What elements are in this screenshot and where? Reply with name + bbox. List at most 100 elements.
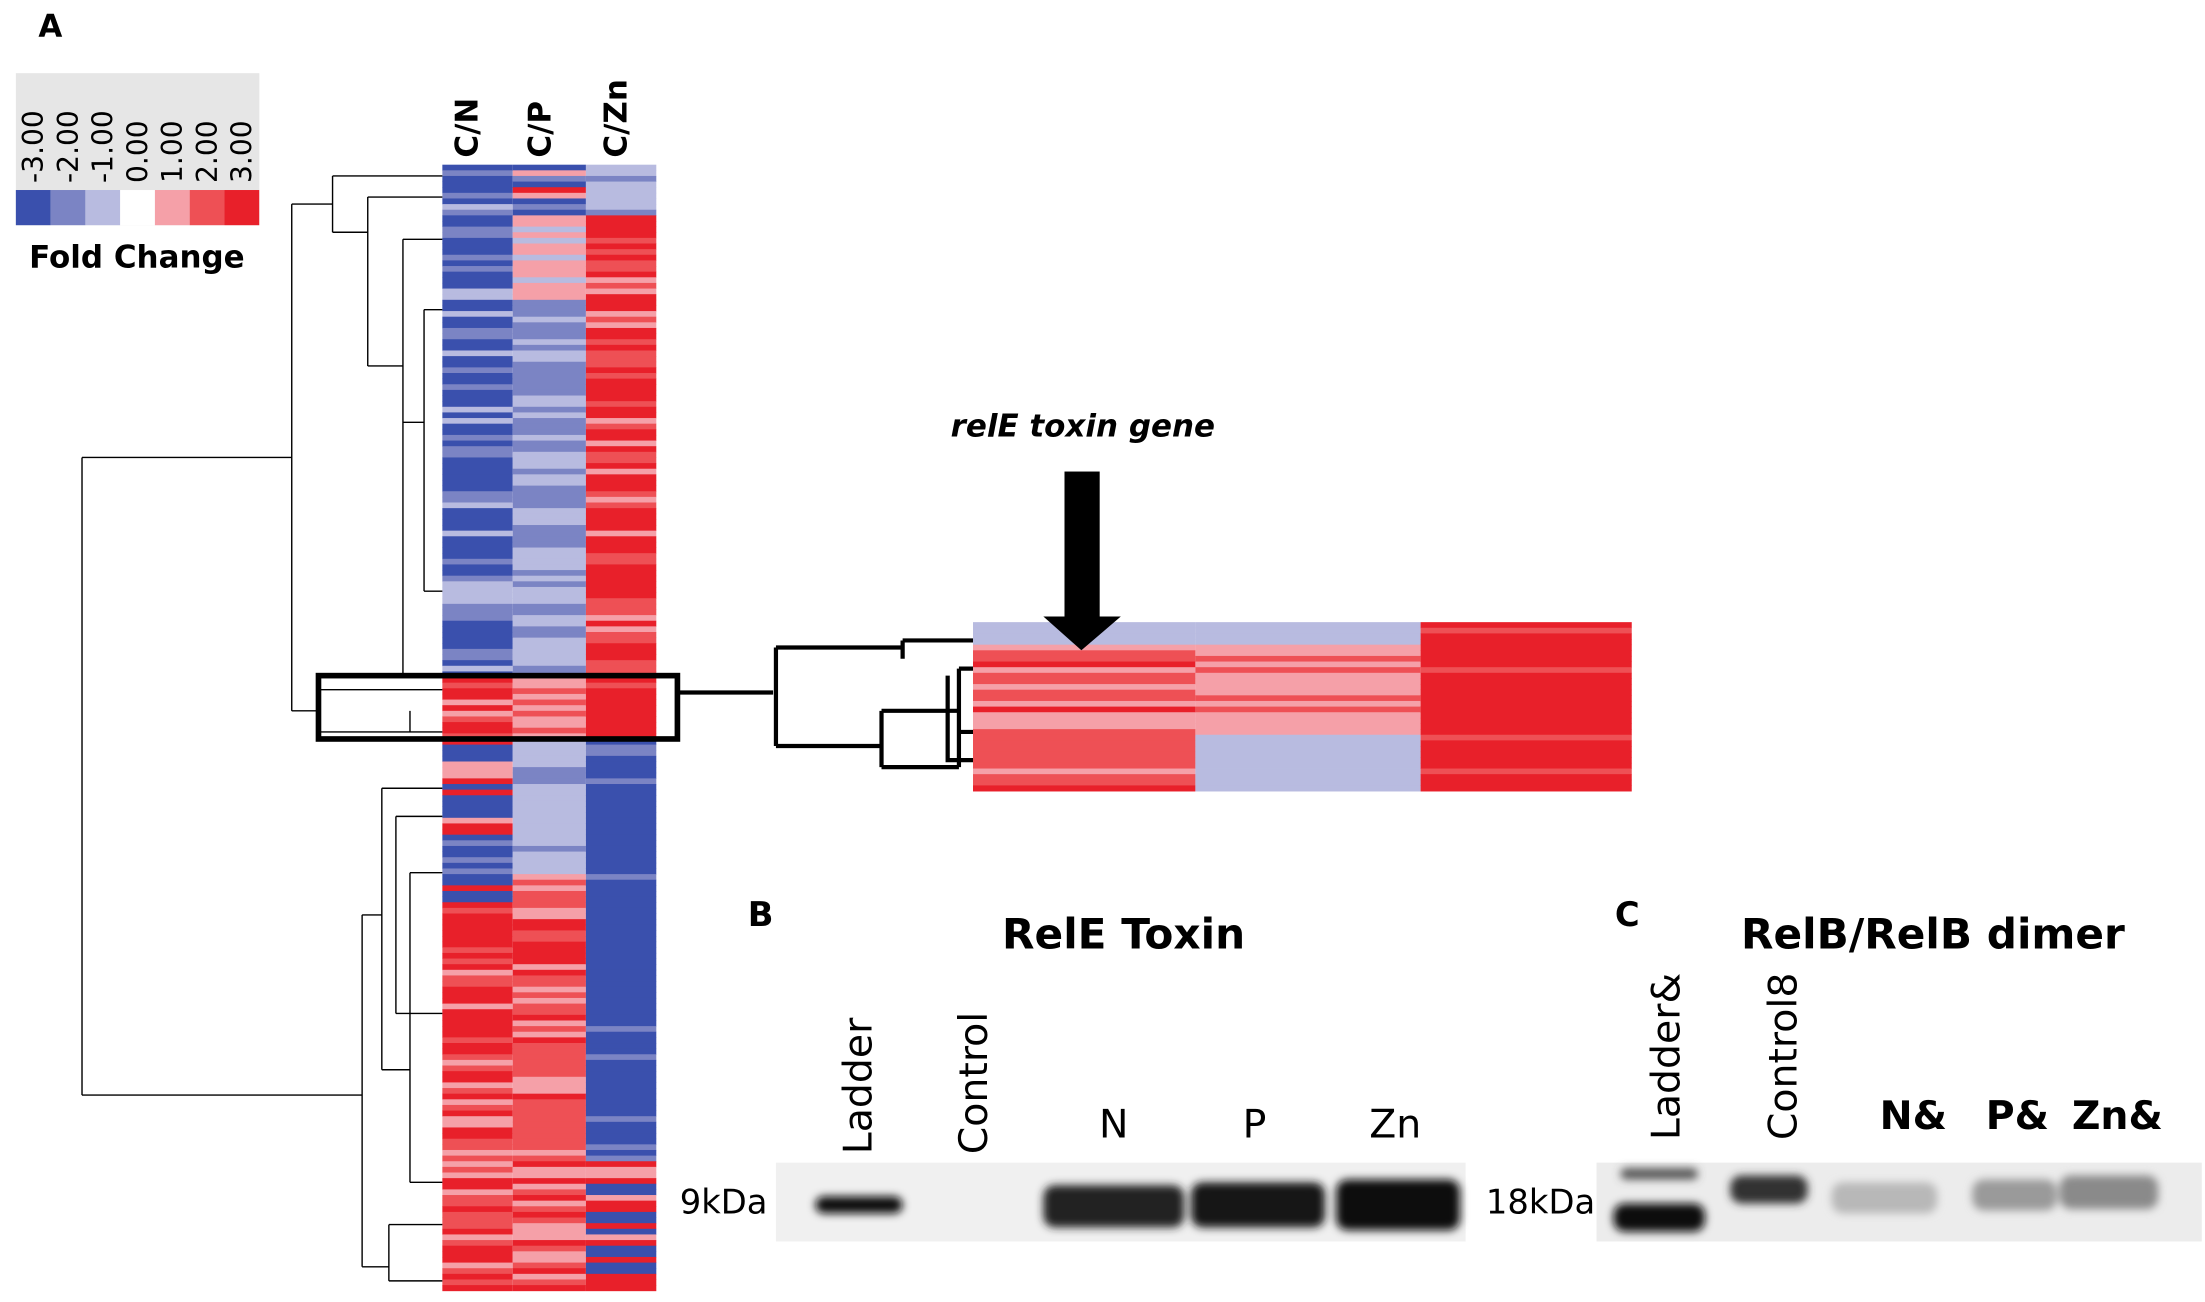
heatmap-row — [442, 1088, 513, 1095]
heatmap-row — [1195, 622, 1421, 629]
heatmap-row — [1195, 661, 1421, 668]
heatmap-row — [442, 260, 513, 267]
heatmap-row — [442, 1251, 513, 1258]
heatmap-row — [442, 598, 513, 605]
heatmap-row — [512, 817, 586, 824]
heatmap-row — [585, 682, 657, 689]
heatmap-row — [512, 187, 586, 194]
heatmap-row — [442, 1093, 513, 1100]
heatmap-row — [442, 1127, 513, 1134]
heatmap-row — [442, 806, 513, 813]
heatmap-row — [442, 1268, 513, 1275]
heatmap-row — [442, 361, 513, 368]
heatmap-row — [442, 851, 513, 858]
heatmap-row — [512, 204, 586, 211]
heatmap-row — [585, 1223, 657, 1230]
heatmap-row — [1420, 650, 1632, 657]
heatmap-row — [585, 1178, 657, 1185]
heatmap-row — [512, 367, 586, 374]
heatmap-row — [585, 936, 657, 943]
heatmap-row — [512, 401, 586, 408]
legend-swatch — [15, 190, 51, 226]
heatmap-row — [512, 581, 586, 588]
heatmap-row — [585, 975, 657, 982]
heatmap-row — [973, 706, 1196, 713]
heatmap-row — [512, 446, 586, 453]
heatmap-row — [512, 738, 586, 746]
heatmap-row — [585, 1279, 657, 1286]
heatmap-row — [1195, 655, 1421, 662]
heatmap-row — [442, 795, 513, 802]
heatmap-row — [585, 930, 657, 937]
heatmap-row — [512, 508, 586, 515]
heatmap-row — [1195, 650, 1421, 657]
heatmap-row — [512, 1262, 586, 1269]
heatmap-row — [585, 1121, 657, 1128]
heatmap-row — [512, 1009, 586, 1016]
heatmap-row — [585, 406, 657, 413]
heatmap-row — [1420, 655, 1632, 662]
heatmap-row — [512, 226, 586, 233]
heatmap-row — [512, 220, 586, 228]
panel-label: A — [38, 9, 62, 45]
heatmap-row — [512, 716, 586, 723]
arrow — [1043, 471, 1121, 651]
heatmap-row — [442, 907, 513, 914]
heatmap-row — [512, 1273, 586, 1280]
heatmap-row — [442, 451, 513, 458]
lane-label: Zn — [1369, 1101, 1421, 1147]
heatmap-row — [512, 829, 586, 836]
heatmap-row — [512, 468, 586, 475]
heatmap-row — [585, 485, 657, 492]
heatmap-row — [442, 1245, 513, 1252]
heatmap-row — [585, 874, 657, 881]
heatmap-row — [585, 1183, 657, 1190]
heatmap-row — [442, 1234, 513, 1241]
heatmap-row — [585, 868, 657, 875]
column-label: C/P — [523, 101, 559, 158]
heatmap-row — [1195, 757, 1421, 764]
heatmap-row — [442, 558, 513, 565]
heatmap-row — [512, 333, 586, 340]
heatmap-row — [1195, 774, 1421, 781]
heatmap-row — [512, 553, 586, 560]
heatmap-row — [512, 1144, 586, 1151]
heatmap-row — [512, 254, 586, 261]
heatmap-row — [585, 603, 657, 610]
heatmap-row — [585, 1127, 657, 1134]
heatmap-row — [1195, 779, 1421, 786]
heatmap-row — [585, 879, 657, 886]
heatmap-row — [1420, 779, 1632, 786]
heatmap-row — [442, 378, 513, 385]
heatmap-row — [585, 1059, 657, 1066]
heatmap-row — [442, 1133, 513, 1140]
heatmap-row — [585, 468, 657, 475]
heatmap-row — [442, 1211, 513, 1218]
heatmap-row — [585, 631, 657, 639]
heatmap-row — [512, 547, 586, 554]
heatmap-row — [585, 1116, 657, 1123]
heatmap-row — [442, 997, 513, 1005]
heatmap-row — [585, 175, 657, 182]
heatmap-row — [585, 350, 657, 357]
heatmap-row — [442, 761, 513, 768]
heatmap-row — [512, 266, 586, 273]
heatmap-row — [585, 890, 657, 898]
heatmap-row — [585, 969, 657, 976]
heatmap-row — [585, 187, 657, 194]
heatmap-row — [512, 485, 586, 492]
heatmap-row — [442, 1200, 513, 1207]
heatmap-row — [585, 282, 657, 289]
heatmap-row — [512, 181, 586, 188]
heatmap-row — [1420, 644, 1632, 651]
heatmap-row — [585, 260, 657, 267]
heatmap-row — [512, 1285, 586, 1292]
heatmap-row — [442, 941, 513, 948]
heatmap-row — [442, 198, 513, 205]
heatmap-row — [585, 1234, 657, 1241]
heatmap-row — [585, 772, 657, 779]
heatmap-row — [512, 992, 586, 999]
heatmap-row — [442, 620, 513, 627]
heatmap-row — [585, 727, 657, 734]
legend-swatch — [120, 190, 155, 226]
